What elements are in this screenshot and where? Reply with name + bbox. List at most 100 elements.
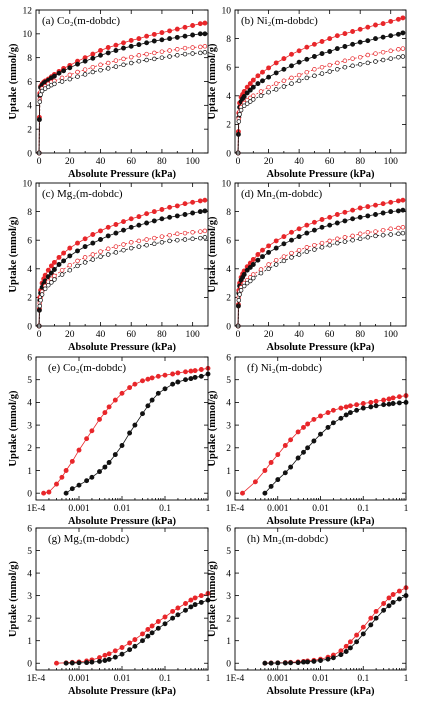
- y-tick-label: 0: [27, 489, 32, 499]
- data-point: [342, 209, 348, 215]
- data-point: [128, 43, 134, 49]
- data-point: [390, 592, 396, 597]
- data-point: [63, 490, 69, 496]
- x-tick-label: 0.001: [68, 674, 90, 684]
- data-point: [330, 407, 336, 413]
- data-point: [144, 211, 150, 217]
- data-point: [304, 75, 310, 81]
- y-tick-label: 1: [226, 637, 231, 647]
- data-point: [90, 51, 96, 57]
- data-point: [275, 477, 281, 483]
- data-point: [174, 203, 180, 209]
- data-point: [198, 235, 203, 241]
- data-point: [149, 623, 155, 629]
- data-point: [325, 410, 331, 416]
- data-point: [76, 660, 82, 666]
- data-point: [400, 207, 406, 213]
- data-point: [268, 460, 274, 465]
- data-point: [59, 267, 65, 273]
- y-tick-label: 6: [226, 64, 231, 74]
- data-point: [67, 245, 73, 251]
- data-point: [128, 245, 134, 251]
- data-point: [37, 99, 43, 105]
- data-point: [304, 44, 310, 50]
- x-axis-title: Absolute Pressure (kPa): [266, 686, 375, 697]
- data-point: [84, 660, 90, 666]
- y-tick-label: 2: [27, 294, 32, 304]
- data-point: [188, 597, 194, 603]
- data-point: [335, 60, 340, 66]
- y-axis-title: Uptake (mmol/g): [207, 216, 218, 293]
- data-point: [190, 230, 195, 235]
- data-point: [151, 38, 157, 44]
- data-point: [368, 615, 374, 621]
- data-point: [327, 238, 332, 244]
- data-point: [136, 238, 142, 244]
- y-tick-label: 10: [23, 30, 33, 40]
- data-point: [38, 298, 43, 303]
- data-point: [90, 232, 96, 237]
- data-point: [318, 658, 323, 663]
- panel-f: 1E-4 0.001 0.01 0.1 1 0 1 2 3 4 5 6 (f) Ni₂(m-dobdc)…: [207, 353, 409, 527]
- data-point: [136, 53, 142, 58]
- data-point: [350, 216, 356, 222]
- data-point: [175, 379, 181, 385]
- data-point: [192, 374, 198, 380]
- x-tick-label: 0.01: [114, 504, 131, 514]
- data-point: [113, 222, 119, 227]
- x-axis-title: Absolute Pressure (kPa): [266, 516, 375, 527]
- data-point: [388, 232, 393, 237]
- data-point: [102, 658, 108, 663]
- y-tick-label: 4: [27, 265, 32, 275]
- data-point: [167, 214, 173, 220]
- data-point: [258, 89, 264, 94]
- data-point: [373, 398, 379, 404]
- data-point: [48, 263, 54, 269]
- y-tick-label: 2: [226, 444, 231, 454]
- data-point: [388, 199, 394, 205]
- data-point: [105, 60, 111, 66]
- plot-frame: [234, 527, 407, 671]
- data-point: [198, 50, 203, 56]
- data-point: [365, 24, 371, 30]
- data-point: [327, 36, 333, 42]
- data-point: [82, 58, 88, 64]
- data-point: [112, 452, 118, 458]
- data-point: [59, 272, 65, 277]
- data-point: [388, 226, 393, 232]
- data-point: [182, 212, 188, 217]
- y-tick-label: 4: [226, 92, 231, 102]
- data-point: [312, 73, 317, 79]
- data-point: [296, 72, 302, 78]
- data-point: [102, 652, 108, 658]
- data-point: [354, 632, 360, 638]
- data-point: [121, 62, 126, 68]
- x-tick-label: 80: [355, 330, 365, 340]
- data-point: [75, 74, 80, 79]
- x-tick-label: 1: [404, 674, 409, 684]
- data-point: [327, 62, 332, 68]
- data-point: [396, 394, 402, 400]
- data-point: [304, 69, 310, 75]
- data-point: [49, 280, 54, 285]
- data-point: [84, 436, 90, 442]
- data-point: [132, 422, 138, 428]
- data-point: [357, 236, 363, 242]
- y-tick-label: 4: [226, 265, 231, 275]
- data-point: [381, 607, 387, 613]
- data-point: [319, 51, 325, 57]
- data-point: [98, 249, 103, 254]
- data-point: [48, 270, 54, 276]
- data-point: [198, 44, 203, 50]
- data-point: [90, 252, 96, 257]
- data-point: [119, 390, 125, 396]
- panel-a: 0 20 40 60 80 100 0 2 4 6 8 10 12 (a) Co₂(m-dobdc) Abs…: [8, 6, 209, 180]
- data-point: [250, 84, 256, 90]
- data-point: [132, 381, 138, 387]
- data-point: [152, 235, 157, 241]
- data-point: [167, 232, 172, 238]
- data-point: [113, 42, 119, 48]
- data-point: [69, 486, 75, 492]
- data-point: [400, 15, 406, 21]
- data-point: [38, 92, 43, 97]
